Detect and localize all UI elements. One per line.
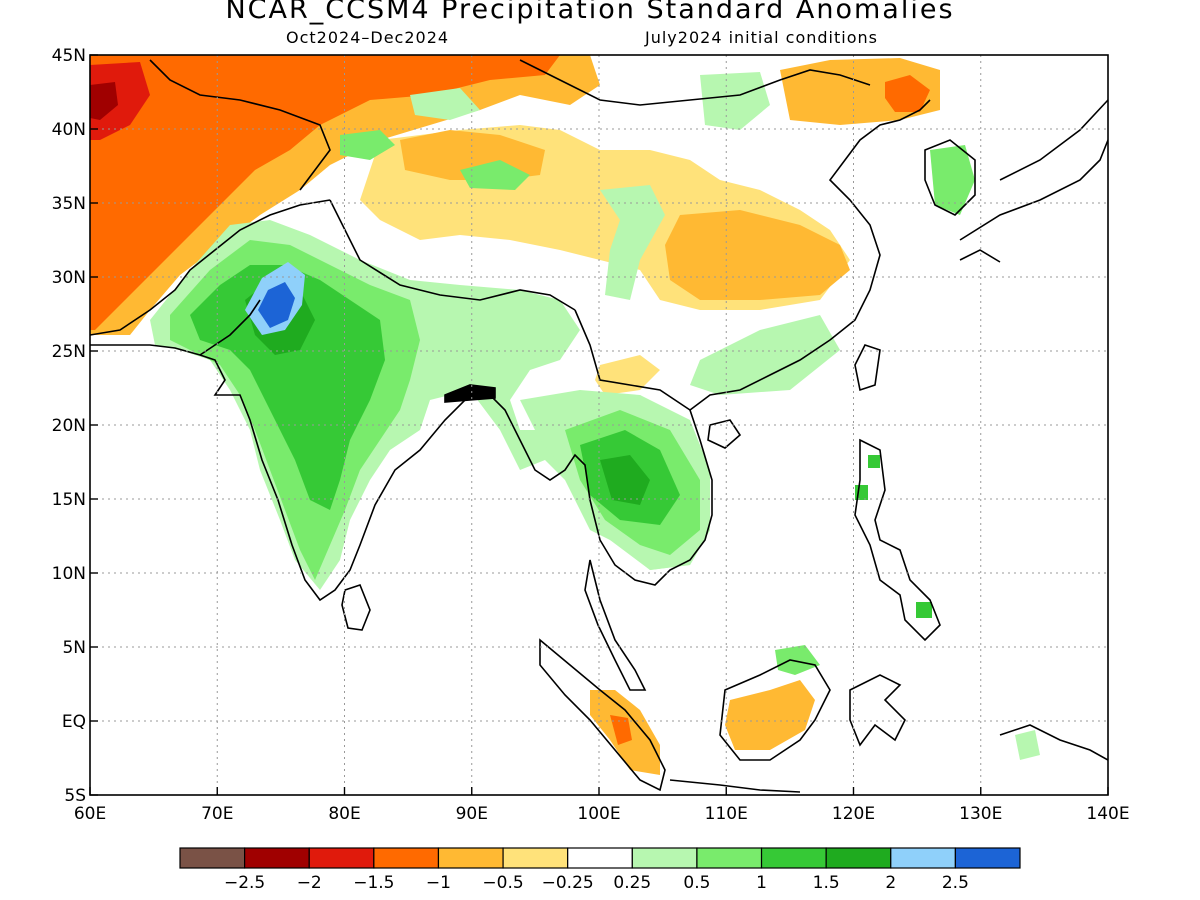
colorbar-label: 0.25 <box>613 873 651 893</box>
lat-tick-label: 40N <box>52 120 86 140</box>
colorbar-swatch <box>373 847 440 869</box>
lat-tick-label: 15N <box>52 490 86 510</box>
anomaly-central-china-green <box>600 185 665 300</box>
colorbar-swatch <box>696 847 763 869</box>
colorbar-swatch <box>502 847 569 869</box>
anomaly-northwest-strong <box>90 62 150 140</box>
colorbar-label: −0.5 <box>482 873 523 893</box>
lon-tick-label: 80E <box>328 804 360 824</box>
lat-tick-label: 30N <box>52 268 86 288</box>
lon-tick-label: 100E <box>577 804 620 824</box>
lat-tick-label: 35N <box>52 194 86 214</box>
map-title: NCAR_CCSM4 Precipitation Standard Anomal… <box>225 0 955 25</box>
anomaly-india-blue <box>258 282 295 328</box>
colorbar-label: −0.25 <box>542 873 594 893</box>
anomaly-north-china-peak <box>885 75 930 112</box>
lon-tick-label: 110E <box>705 804 748 824</box>
colorbar-swatch <box>437 847 504 869</box>
forecast-period: Oct2024–Dec2024 <box>286 28 450 47</box>
colorbar-swatch <box>567 847 633 869</box>
anomaly-indochina-core <box>600 455 650 505</box>
colorbar-swatch <box>244 847 310 869</box>
coastlines <box>90 59 1108 793</box>
anomaly-field <box>90 55 1040 775</box>
lon-tick-label: 60E <box>74 804 106 824</box>
lat-tick-label: 25N <box>52 342 86 362</box>
lat-tick-label: 5N <box>62 638 86 658</box>
colorbar-label: −1 <box>426 873 451 893</box>
lat-tick-label: 20N <box>52 416 86 436</box>
colorbar-label: 1 <box>756 873 767 893</box>
anomaly-sumatra-peak <box>610 715 632 745</box>
anomaly-korea-green <box>930 145 975 215</box>
lon-tick-label: 130E <box>959 804 1002 824</box>
lat-tick-label: EQ <box>62 712 86 732</box>
lon-tick-label: 120E <box>832 804 875 824</box>
anomaly-tibet-green <box>340 130 395 160</box>
colorbar-label: 2 <box>885 873 896 893</box>
anomaly-borneo-dry <box>725 680 815 750</box>
colorbar: −2.5 −2 −1.5 −1 −0.5 −0.25 0.25 0.5 1 1.5 2 2.5 <box>179 847 1021 893</box>
anomaly-mongolia-green <box>700 72 770 130</box>
anomaly-qinghai-green <box>460 160 530 190</box>
colorbar-swatch <box>308 847 375 869</box>
colorbar-swatch <box>825 847 892 869</box>
colorbar-swatch <box>890 847 956 869</box>
lon-tick-label: 70E <box>201 804 233 824</box>
colorbar-label: −2.5 <box>224 873 265 893</box>
lat-tick-label: 10N <box>52 564 86 584</box>
colorbar-label: −1.5 <box>353 873 394 893</box>
anomaly-china-dry <box>665 210 850 300</box>
colorbar-swatch <box>631 847 698 869</box>
axis-ticks: 60E 70E 80E 90E 100E 110E 120E 130E 140E 45N 40N 35… <box>52 46 1130 824</box>
colorbar-label: 2.5 <box>942 873 969 893</box>
anomaly-southeast-china-green <box>690 315 840 395</box>
anomaly-south-china-dry <box>595 355 660 395</box>
graticule <box>90 55 1108 795</box>
lon-tick-label: 90E <box>456 804 488 824</box>
colorbar-swatch <box>179 847 246 869</box>
lat-tick-label: 45N <box>52 46 86 66</box>
anomaly-newguinea-green <box>1015 730 1040 760</box>
anomaly-malaysia-green <box>775 645 820 675</box>
lon-tick-label: 140E <box>1086 804 1129 824</box>
colorbar-label: 0.5 <box>683 873 710 893</box>
colorbar-swatch <box>954 847 1021 869</box>
colorbar-swatch <box>760 847 827 869</box>
anomaly-mongolia-green-2 <box>410 88 480 120</box>
colorbar-label: 1.5 <box>813 873 840 893</box>
initial-conditions: July2024 initial conditions <box>645 28 878 47</box>
colorbar-label: −2 <box>297 873 322 893</box>
lat-tick-label: 5S <box>64 786 86 806</box>
anomaly-northwest-peak <box>90 82 118 120</box>
anomaly-northwest-moderate <box>90 55 560 330</box>
